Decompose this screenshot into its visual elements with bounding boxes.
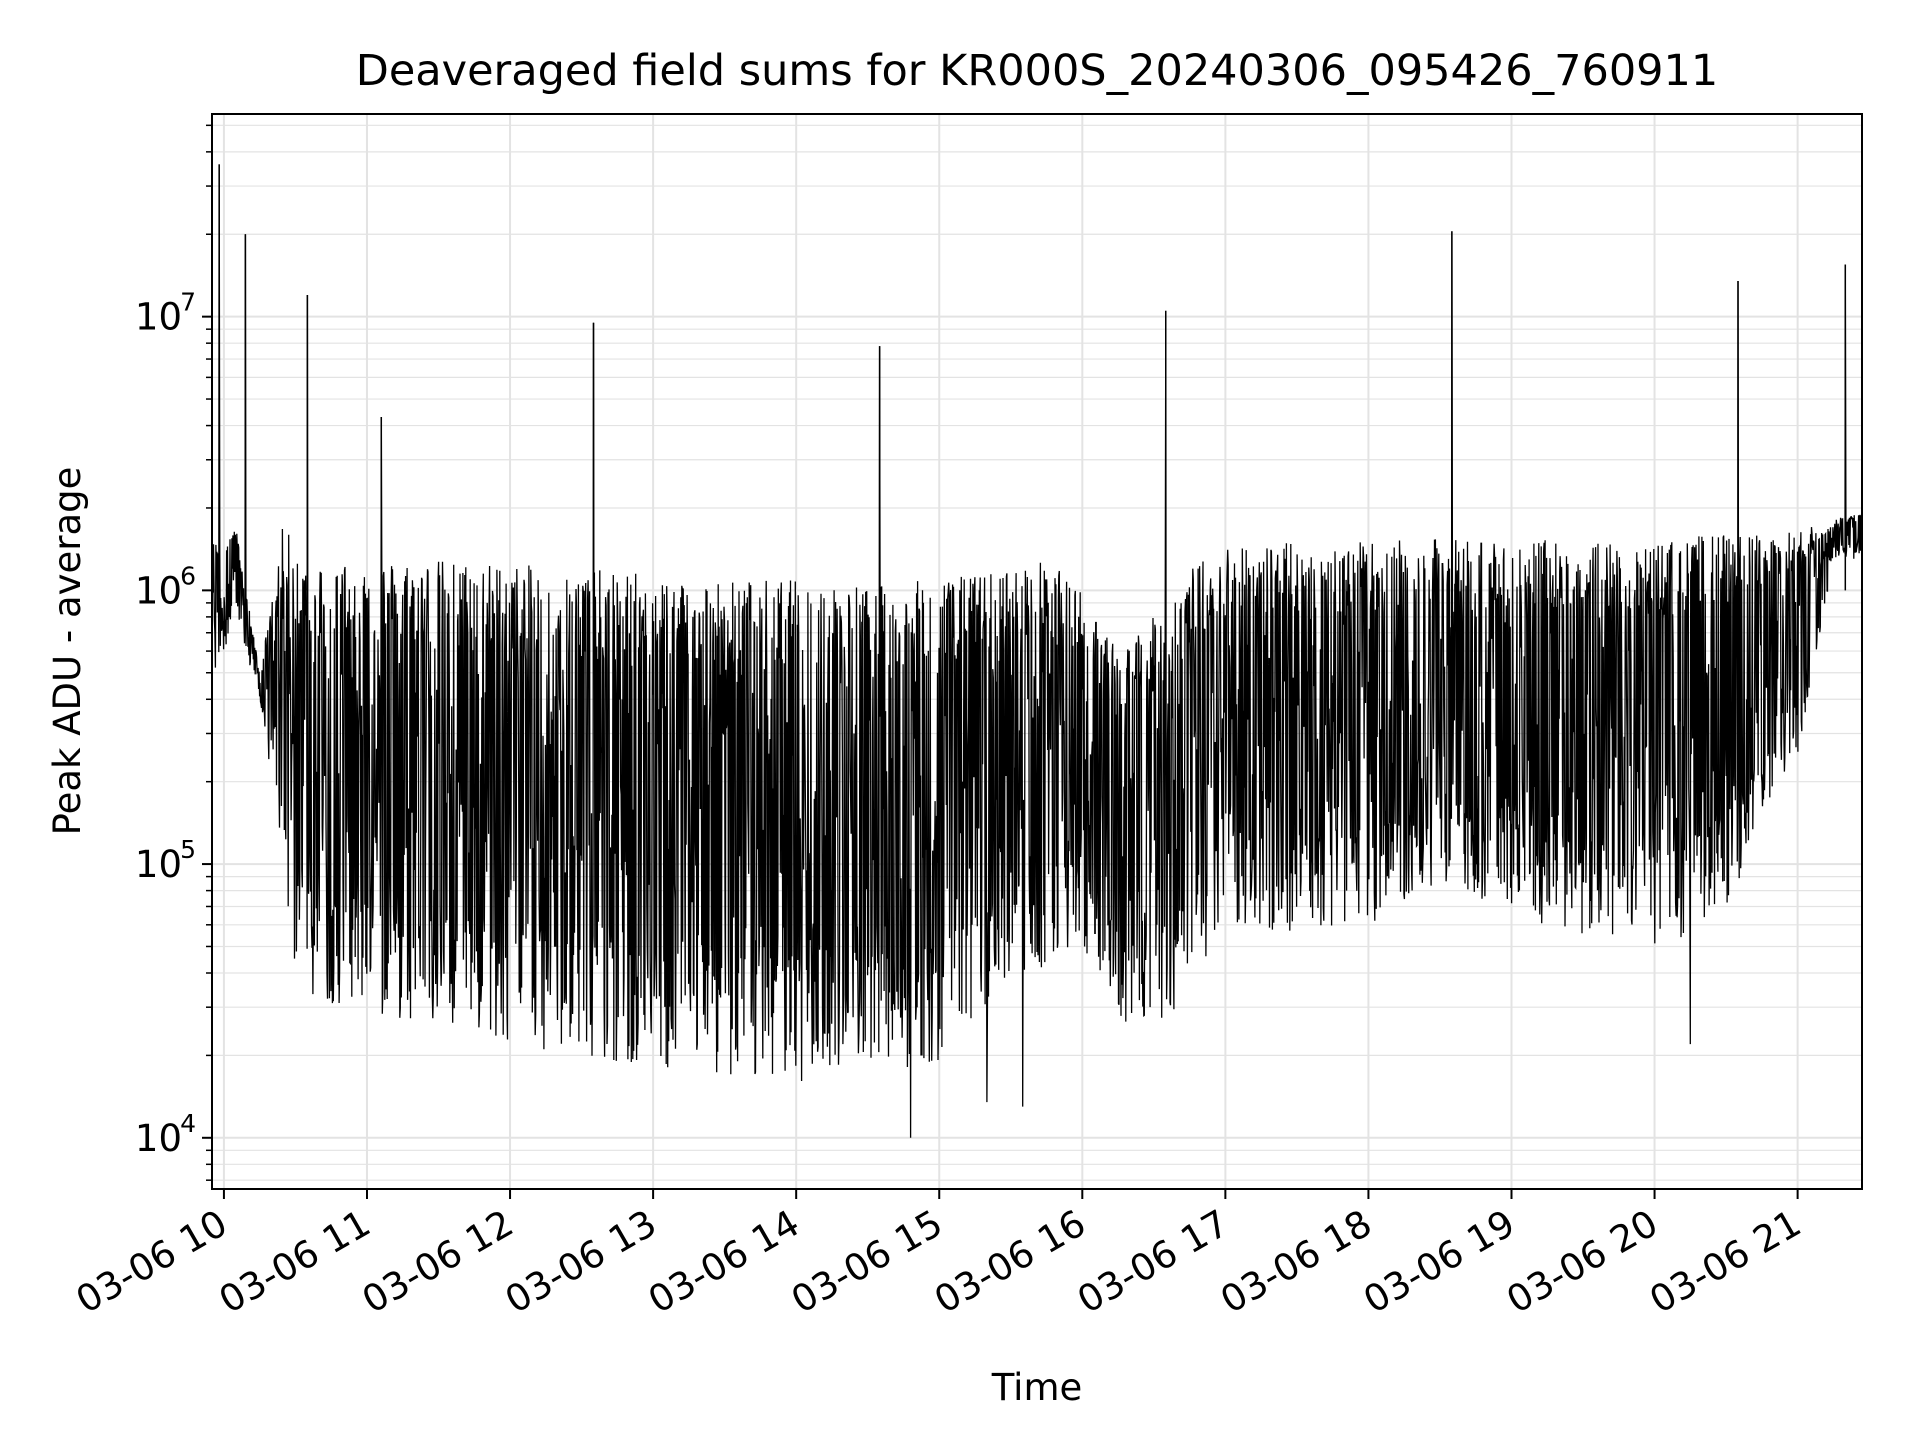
chart-title: Deaveraged field sums for KR000S_2024030… bbox=[356, 46, 1719, 96]
y-tick-exponent: 4 bbox=[180, 1109, 196, 1138]
y-tick-label: 10 bbox=[135, 296, 182, 339]
x-axis-label: Time bbox=[991, 1366, 1083, 1409]
y-tick-base: 10 bbox=[135, 843, 182, 886]
y-tick-base: 10 bbox=[135, 569, 182, 612]
y-tick-base: 10 bbox=[135, 296, 182, 339]
series-path bbox=[211, 164, 1863, 1138]
y-tick-label: 10 bbox=[135, 1117, 182, 1160]
y-tick-base: 10 bbox=[135, 1117, 182, 1160]
y-tick-exponent: 7 bbox=[180, 288, 196, 317]
y-tick-exponent: 6 bbox=[180, 561, 196, 590]
series-line bbox=[211, 164, 1863, 1138]
y-tick-label: 10 bbox=[135, 569, 182, 612]
y-axis-label: Peak ADU - average bbox=[46, 467, 89, 836]
y-tick-label: 10 bbox=[135, 843, 182, 886]
y-tick-exponent: 5 bbox=[180, 835, 196, 864]
